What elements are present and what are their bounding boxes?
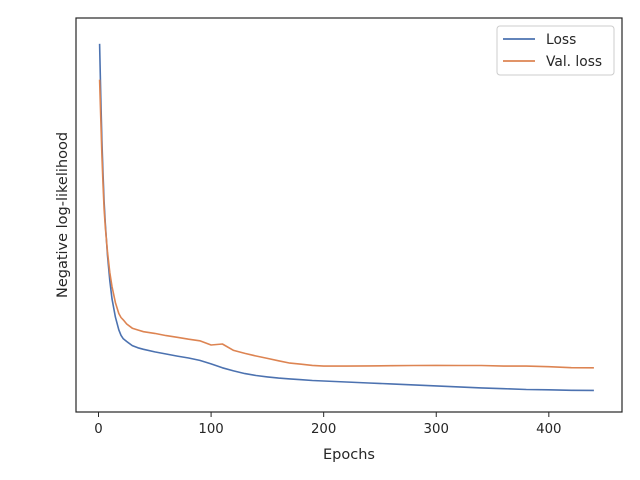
x-axis-ticks: 0 100 200 300 400 — [94, 412, 562, 437]
legend-label: Loss — [546, 32, 576, 48]
x-tick-label: 0 — [94, 422, 102, 437]
plot-area-frame — [75, 17, 623, 413]
y-axis-label: Negative log-likelihood — [55, 132, 71, 298]
legend-label: Val. loss — [546, 54, 602, 70]
legend: Loss Val. loss — [496, 25, 615, 76]
x-tick-label: 400 — [536, 422, 561, 437]
x-tick-label: 100 — [198, 422, 223, 437]
series-line-loss — [98, 43, 594, 392]
x-tick-label: 200 — [311, 422, 336, 437]
x-tick-label: 300 — [424, 422, 449, 437]
x-axis-label: Epochs — [323, 447, 375, 463]
series-line-val-loss — [98, 79, 594, 369]
series-lines — [98, 43, 594, 392]
